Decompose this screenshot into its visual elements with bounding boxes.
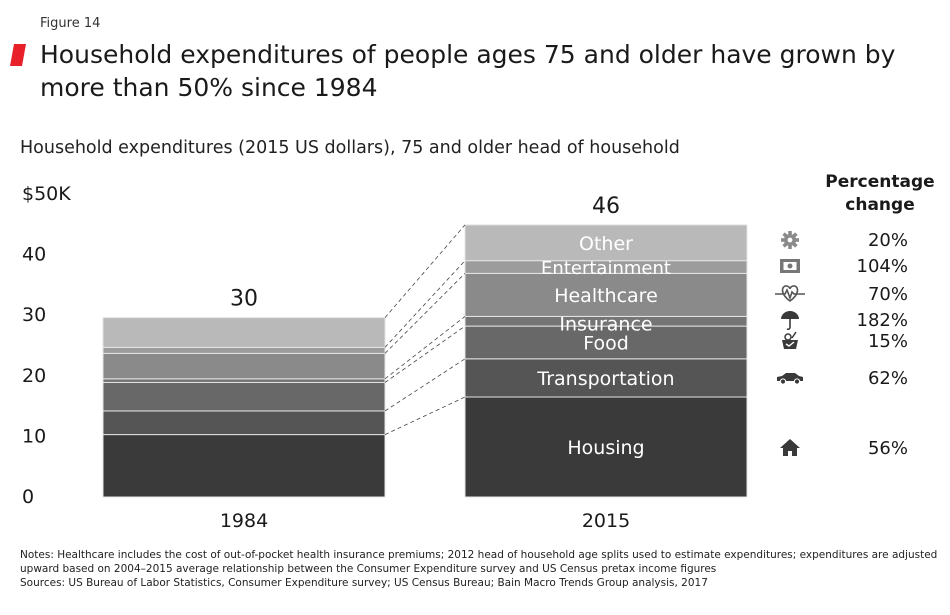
umbrella-icon — [781, 311, 799, 331]
bar-segment-insurance-1984 — [102, 378, 386, 383]
y-tick-label: 30 — [22, 304, 46, 326]
x-tick-label: 2015 — [582, 510, 630, 532]
bar-segment-healthcare-1984 — [102, 352, 386, 380]
bar-segment-housing-2015 — [464, 396, 748, 498]
car-icon — [777, 373, 803, 385]
bar-segment-transportation-1984 — [102, 410, 386, 436]
percent-change-insurance: 182% — [857, 310, 908, 331]
connector-line-healthcare — [384, 273, 466, 354]
y-tick-label: 20 — [22, 365, 46, 387]
food-basket-icon — [782, 331, 798, 349]
bar-segment-healthcare-2015 — [464, 272, 748, 317]
bar-segment-food-1984 — [102, 381, 386, 412]
percent-change-housing: 56% — [868, 438, 908, 459]
percent-change-entertainment: 104% — [857, 256, 908, 277]
percent-change-transportation: 62% — [868, 368, 908, 389]
connector-line-insurance — [384, 316, 466, 380]
percentage-change-header: change — [845, 195, 914, 215]
segment-label-healthcare: Healthcare — [554, 285, 658, 307]
segment-label-food: Food — [583, 332, 629, 354]
sources-line: Sources: US Bureau of Labor Statistics, … — [20, 577, 708, 589]
y-tick-label: 40 — [22, 244, 46, 266]
bar-segment-food-2015 — [464, 325, 748, 360]
percent-change-food: 15% — [868, 331, 908, 352]
percent-change-healthcare: 70% — [868, 284, 908, 305]
notes-line: Notes: Healthcare includes the cost of o… — [20, 549, 938, 561]
bar-segment-other-1984 — [102, 317, 386, 348]
y-tick-label: 0 — [22, 486, 34, 508]
bar-total-label: 30 — [230, 287, 258, 312]
film-icon — [780, 259, 800, 273]
heartbeat-icon — [775, 285, 805, 302]
bar-segment-housing-1984 — [102, 434, 386, 498]
percentage-change-header: Percentage — [825, 172, 934, 192]
notes-line: upward based on 2004–2015 average relati… — [20, 563, 717, 575]
connector-line-entertainment — [384, 260, 466, 348]
y-tick-label: 10 — [22, 425, 46, 447]
bar-segment-transportation-2015 — [464, 358, 748, 398]
gear-icon — [781, 231, 799, 249]
segment-label-entertainment: Entertainment — [541, 258, 671, 279]
bar-segment-other-2015 — [464, 224, 748, 262]
notes-block: Notes: Healthcare includes the cost of o… — [20, 548, 940, 590]
x-tick-label: 1984 — [220, 510, 268, 532]
connector-line-housing — [384, 396, 466, 435]
bar-total-label: 46 — [592, 194, 620, 219]
chart-subtitle: Household expenditures (2015 US dollars)… — [20, 138, 680, 158]
connector-line-transportation — [384, 358, 466, 412]
bar-segment-entertainment-1984 — [102, 346, 386, 354]
figure-label: Figure 14 — [40, 16, 101, 31]
segment-label-insurance: Insurance — [559, 313, 652, 335]
house-icon — [780, 439, 800, 456]
segment-label-housing: Housing — [567, 437, 644, 459]
segment-label-other: Other — [579, 233, 633, 255]
segment-label-transportation: Transportation — [536, 368, 674, 390]
title-accent-mark — [10, 44, 26, 66]
connector-line-food — [384, 325, 466, 383]
percent-change-other: 20% — [868, 230, 908, 251]
y-tick-label: $50K — [22, 183, 71, 205]
chart-title: Household expenditures of people ages 75… — [40, 40, 896, 102]
